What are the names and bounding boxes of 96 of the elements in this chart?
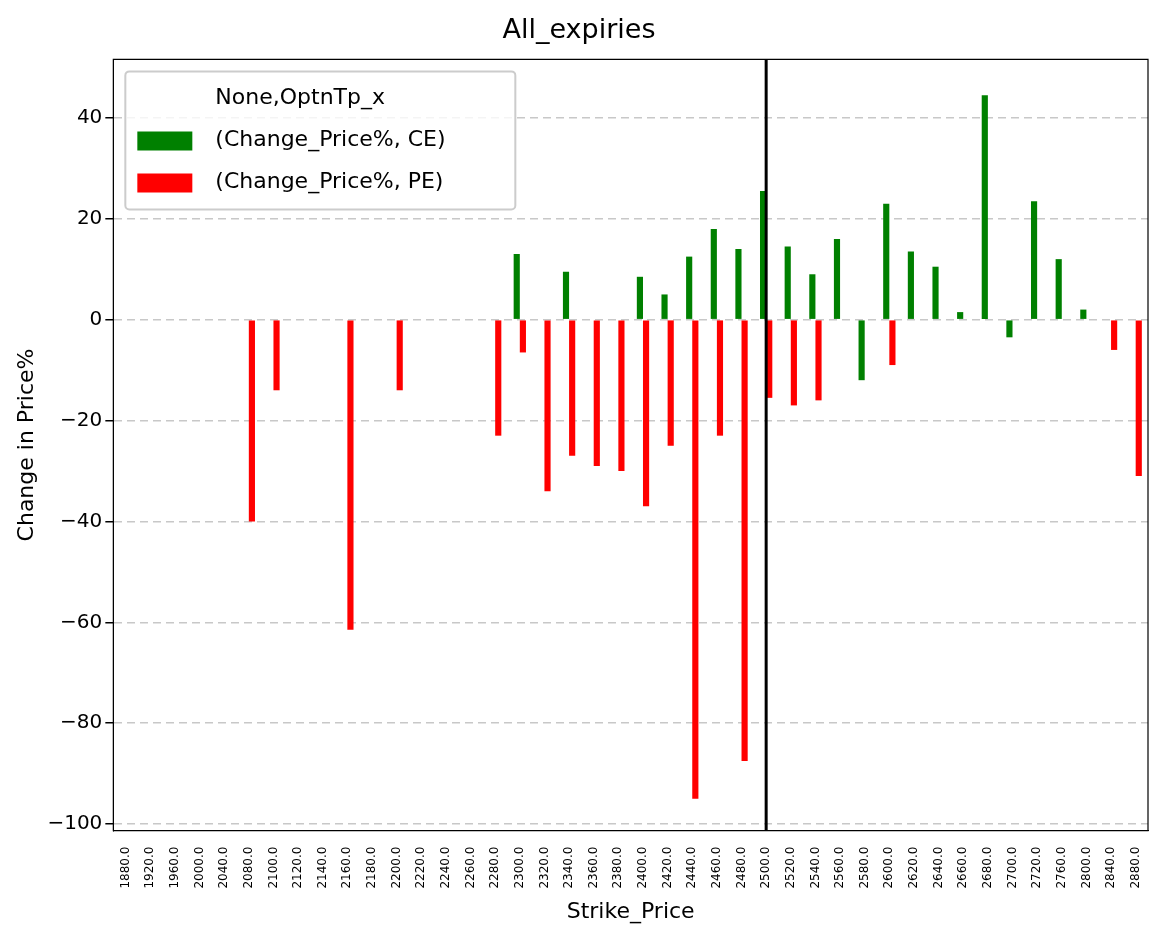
bar [981,95,988,319]
bar [784,246,791,319]
bar [883,203,890,319]
x-tick-label: 2580.0 [856,846,871,889]
x-tick-label: 2280.0 [487,846,502,889]
chart-title: All_expiries [502,13,656,45]
x-tick-label: 2240.0 [438,846,453,889]
x-tick-label: 2220.0 [413,846,428,889]
x-tick-label: 2400.0 [635,846,650,889]
x-tick-label: 2640.0 [930,846,945,889]
x-tick-label: 2540.0 [807,846,822,889]
x-tick-label: 2500.0 [758,846,773,889]
bar [686,256,693,319]
x-tick-label: 2460.0 [709,846,724,889]
x-tick-label: 2480.0 [733,846,748,889]
bar [858,320,865,381]
bar [710,228,717,319]
y-tick-label: −60 [60,608,103,633]
x-tick-label: 2140.0 [314,846,329,889]
x-tick-label: 2120.0 [290,846,305,889]
x-tick-label: 2200.0 [388,846,403,889]
x-tick-label: 1920.0 [142,846,157,889]
x-tick-label: 2880.0 [1127,846,1142,889]
x-tick-label: 2600.0 [881,846,896,889]
x-tick-label: 2840.0 [1103,846,1118,889]
x-tick-label: 2180.0 [364,846,379,889]
x-tick-label: 1960.0 [167,846,182,889]
bar [735,249,742,319]
bar [790,320,797,406]
bar [396,320,403,391]
x-tick-label: 2260.0 [462,846,477,889]
x-tick-label: 2380.0 [610,846,625,889]
x-tick-label: 2800.0 [1078,846,1093,889]
bar [248,320,255,522]
y-tick-label: −40 [60,507,103,532]
bar [544,320,551,492]
y-tick-label: 20 [76,204,103,229]
x-tick-label: 2340.0 [561,846,576,889]
x-tick-label: 2160.0 [339,846,354,889]
x-axis-title: Strike_Price [566,897,695,924]
legend-title: None,OptnTp_x [215,84,385,111]
x-tick-label: 2700.0 [1004,846,1019,889]
x-tick-label: 2000.0 [191,846,206,889]
x-tick-label: 2100.0 [265,846,280,889]
bar [1055,259,1062,319]
bar [642,320,650,507]
x-tick-label: 2620.0 [906,846,921,889]
bar [833,238,841,319]
legend-label: (Change_Price%, PE) [215,168,444,195]
bar [1135,320,1142,477]
y-tick-label: −100 [47,810,103,835]
y-tick-label: −80 [60,709,103,734]
bar [519,320,526,353]
bar [692,320,699,799]
x-tick-label: 2420.0 [659,846,674,889]
x-tick-label: 2080.0 [240,846,255,889]
x-tick-label: 2040.0 [216,846,231,889]
bar [1030,201,1038,319]
bar [347,320,354,630]
bar [957,312,964,319]
x-tick-label: 2300.0 [511,846,526,889]
bar [889,320,896,366]
bar [741,320,748,762]
bar [593,320,600,466]
y-tick-label: 0 [89,305,103,330]
bar [815,320,822,401]
y-axis-title: Change in Price% [12,348,38,542]
x-tick-label: 2680.0 [980,846,994,889]
bar [1006,320,1013,338]
bar [569,320,576,456]
x-tick-label: 2320.0 [536,846,551,889]
x-tick-label: 2560.0 [832,846,847,889]
bar [716,320,724,436]
bar [1080,309,1087,319]
bar [495,320,502,436]
bar [562,271,570,319]
bar [809,274,816,319]
legend-label: (Change_Price%, CE) [215,126,446,153]
x-tick-label: 2520.0 [782,846,797,889]
x-tick-label: 2760.0 [1053,846,1068,889]
bar [907,251,914,319]
bar [932,266,939,319]
bar [636,276,643,319]
y-tick-label: −20 [60,406,103,431]
x-tick-label: 2360.0 [585,846,600,889]
x-tick-label: 2440.0 [684,846,699,889]
bar [273,320,280,391]
bar [661,294,668,319]
x-tick-label: 2660.0 [955,846,970,889]
bar [1111,320,1118,350]
bar [667,320,674,446]
x-tick-label: 1880.0 [117,846,132,889]
bar [513,254,520,319]
bar [618,320,625,471]
y-tick-label: 40 [76,104,103,129]
x-tick-label: 2720.0 [1029,846,1044,889]
